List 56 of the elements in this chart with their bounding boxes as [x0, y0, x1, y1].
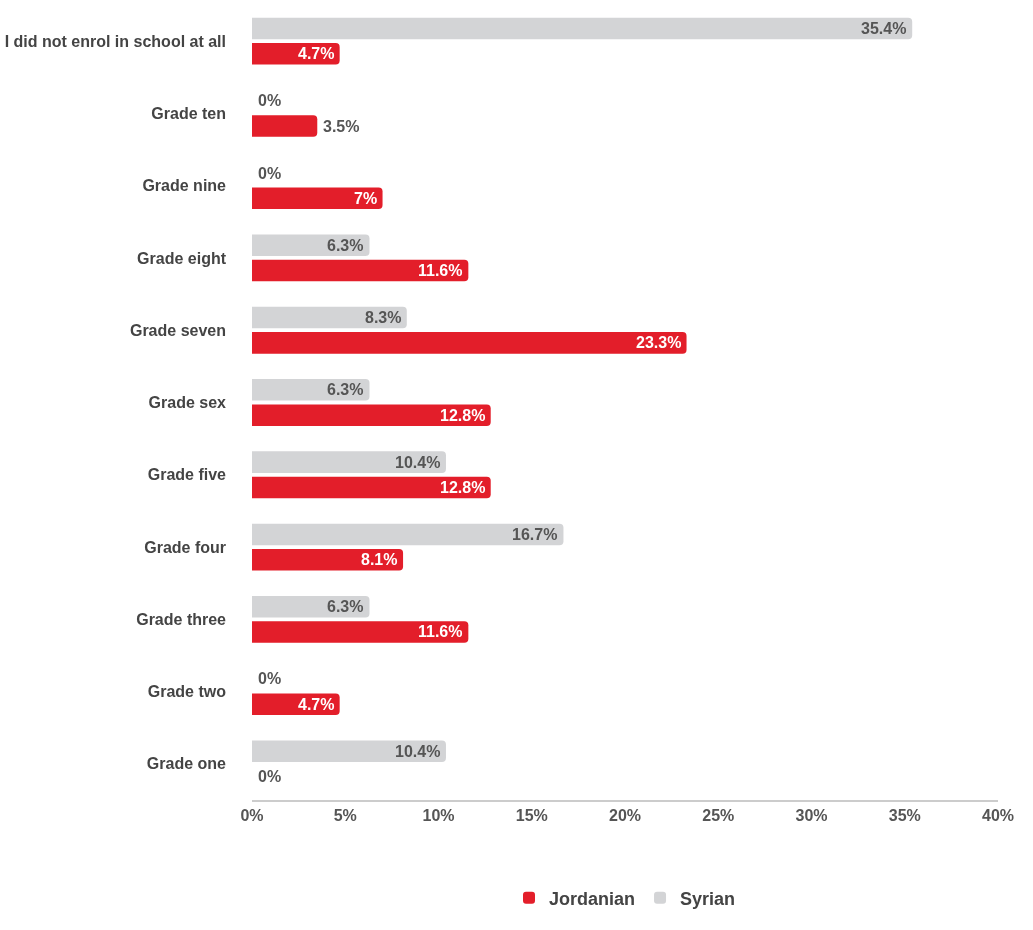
- data-label: 0%: [258, 165, 282, 182]
- y-tick-label: Grade nine: [142, 177, 227, 195]
- bar: [252, 404, 491, 426]
- y-tick-label: Grade three: [136, 610, 227, 628]
- data-label: 7%: [354, 190, 378, 207]
- bar: [252, 451, 446, 473]
- data-label: 16.7%: [512, 526, 558, 543]
- data-label: 10.4%: [395, 743, 441, 760]
- data-label: 23.3%: [636, 334, 682, 351]
- data-label: 11.6%: [418, 262, 463, 279]
- bar: [252, 740, 446, 762]
- bar: [252, 476, 491, 499]
- data-label: 6.3%: [327, 237, 364, 254]
- x-tick-label: 40%: [981, 807, 1015, 825]
- data-label: 0%: [258, 92, 282, 109]
- x-tick-label: 25%: [702, 807, 735, 825]
- data-label: 11.6%: [418, 623, 463, 640]
- bar: [252, 187, 383, 210]
- legend-label: Jordanian: [549, 888, 636, 909]
- data-label: 6.3%: [327, 381, 364, 398]
- data-label: 12.8%: [440, 479, 486, 496]
- x-tick-label: 10%: [422, 807, 455, 825]
- bar: [252, 17, 913, 40]
- data-label: 12.8%: [440, 407, 486, 424]
- data-label: 3.5%: [323, 118, 360, 135]
- x-tick-label: 30%: [795, 807, 828, 825]
- data-label: 4.7%: [298, 45, 335, 62]
- y-tick-label: Grade eight: [137, 249, 227, 267]
- y-tick-label: Grade five: [147, 466, 227, 484]
- y-tick-label: Grade one: [146, 755, 227, 773]
- x-tick-label: 35%: [888, 807, 921, 825]
- data-label: 0%: [258, 670, 282, 687]
- y-tick-label: Grade two: [147, 683, 227, 701]
- y-tick-label: Grade four: [144, 538, 226, 556]
- y-tick-label: Grade seven: [129, 321, 226, 339]
- bar: [252, 523, 564, 546]
- x-tick-label: 0%: [240, 807, 264, 825]
- bar: [252, 621, 469, 643]
- data-label: 35.4%: [861, 20, 907, 37]
- x-tick-label: 20%: [608, 807, 642, 825]
- y-tick-label: Grade sex: [148, 394, 227, 412]
- data-label: 6.3%: [327, 598, 364, 615]
- data-label: 8.1%: [361, 551, 398, 568]
- legend-label: Syrian: [680, 888, 736, 909]
- x-tick-label: 15%: [515, 807, 548, 825]
- x-tick-label: 5%: [333, 807, 357, 825]
- y-tick-label: Grade ten: [151, 105, 226, 123]
- bar: [252, 115, 318, 137]
- data-label: 8.3%: [365, 309, 402, 326]
- bar: [252, 259, 469, 282]
- y-tick-label: I did not enrol in school at all: [4, 32, 226, 50]
- data-label: 10.4%: [395, 454, 441, 471]
- data-label: 4.7%: [298, 696, 335, 713]
- data-label: 0%: [258, 768, 282, 785]
- bar: [252, 379, 370, 401]
- bar: [252, 332, 687, 354]
